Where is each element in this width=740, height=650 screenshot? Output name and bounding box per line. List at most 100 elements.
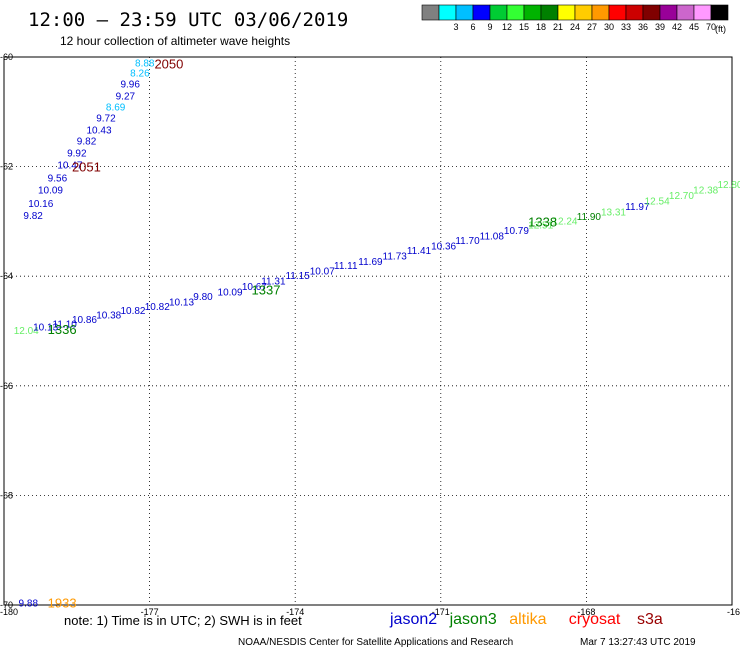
wave-height-label: 10.13 [33, 323, 58, 334]
wave-height-label: 11.31 [261, 277, 286, 288]
wave-height-label: 9.82 [23, 211, 43, 222]
legend-swatch [506, 4, 525, 21]
legend-tick-label: 36 [638, 22, 648, 32]
legend-swatch [421, 4, 440, 21]
wave-height-label: 10.09 [38, 186, 63, 197]
satellite-legend-label: jason2 [389, 611, 437, 628]
legend-swatch [676, 4, 695, 21]
wave-height-labels: 8.888.269.969.278.699.7210.439.829.9210.… [14, 58, 740, 609]
latitude-tick-label: -64 [0, 271, 13, 281]
latitude-tick-labels: -60 -62 -64 -66 -68 -70 [0, 52, 13, 610]
satellite-legend-label: altika [509, 611, 546, 628]
longitude-tick-label: -177 [141, 607, 159, 617]
longitude-tick-label: -16 [727, 607, 740, 617]
legend-unit: (ft) [715, 24, 726, 34]
legend-swatch [574, 4, 593, 21]
pass-time-label: 1338 [528, 214, 557, 229]
legend-swatch [472, 4, 491, 21]
wave-height-label: 10.36 [431, 242, 456, 253]
latitude-tick-label: -66 [0, 381, 13, 391]
pass-time-label: 1336 [48, 322, 77, 337]
wave-height-label: 12.04 [14, 326, 39, 337]
wave-height-label: 9.56 [48, 174, 68, 185]
satellite-legend-label: jason3 [449, 611, 497, 628]
wave-height-label: 10.13 [169, 297, 194, 308]
legend-tick-label: 39 [655, 22, 665, 32]
legend-swatch [710, 4, 729, 21]
wave-height-label: 10.82 [145, 302, 170, 313]
legend-tick-label: 21 [553, 22, 563, 32]
legend-tick-label: 15 [519, 22, 529, 32]
wave-height-label: 10.47 [57, 160, 82, 171]
longitude-tick-labels: -180 -177 -174 -171 -168 -16 [0, 607, 740, 617]
longitude-tick-label: -174 [286, 607, 304, 617]
satellite-legend-label: s3a [637, 611, 663, 628]
wave-height-label: 13.31 [601, 208, 626, 219]
wave-height-label: 9.92 [67, 148, 87, 159]
legend-swatch [438, 4, 457, 21]
latitude-tick-label: -70 [0, 600, 13, 610]
wave-height-label: 12.70 [669, 191, 694, 202]
footer-credit: NOAA/NESDIS Center for Satellite Applica… [238, 637, 513, 648]
legend-swatch [693, 4, 712, 21]
pass-time-label: 1337 [252, 282, 281, 297]
wave-height-label: 10.43 [87, 125, 112, 136]
wave-height-label: 11.97 [625, 202, 650, 213]
wave-height-label: 9.80 [193, 292, 213, 303]
legend-swatch [455, 4, 474, 21]
wave-height-label: 9.88 [19, 598, 39, 609]
legend-swatch [591, 4, 610, 21]
wave-height-label: 11.41 [407, 246, 432, 257]
legend-swatch [557, 4, 576, 21]
wave-height-label: 11.70 [455, 236, 480, 247]
legend-tick-label: 18 [536, 22, 546, 32]
wave-height-label: 10.09 [218, 288, 243, 299]
wave-height-label: 12.24 [552, 216, 577, 227]
footer-note: note: 1) Time is in UTC; 2) SWH is in fe… [64, 613, 302, 628]
wave-height-label: 11.90 [577, 212, 602, 223]
wave-height-label: 12.80 [717, 180, 740, 191]
longitude-tick-label: -180 [0, 607, 18, 617]
latitude-tick-label: -62 [0, 162, 13, 172]
legend-tick-label: 70 [706, 22, 716, 32]
gridlines [4, 57, 732, 605]
legend-tick-label: 45 [689, 22, 699, 32]
legend-tick-label: 30 [604, 22, 614, 32]
color-scale-legend: 3 6 9 12 15 18 21 24 27 30 33 36 39 42 45 70 [421, 4, 729, 32]
legend-tick-label: 42 [672, 22, 682, 32]
pass-time-label: 2051 [72, 160, 101, 175]
wave-height-label: 12.51 [528, 221, 553, 232]
latitude-tick-label: -68 [0, 490, 13, 500]
wave-height-label: 10.16 [28, 199, 53, 210]
plot-frame [3, 56, 733, 606]
map-title: 12:00 – 23:59 UTC 03/06/2019 [28, 9, 348, 31]
wave-height-label: 10.82 [120, 306, 145, 317]
satellite-legend-label: cryosat [569, 611, 621, 628]
wave-height-label: 9.96 [120, 79, 140, 90]
wave-height-label: 10.07 [310, 267, 335, 278]
wave-height-label: 12.54 [645, 197, 670, 208]
wave-height-label: 8.69 [106, 102, 126, 113]
legend-tick-label: 6 [470, 22, 475, 32]
longitude-tick-label: -171 [432, 607, 450, 617]
pass-time-label: 1933 [48, 595, 77, 610]
pass-time-labels: 2050 2051 1336 1337 1338 1933 [48, 57, 557, 611]
legend-swatch [625, 4, 644, 21]
wave-height-label: 10.67 [242, 282, 267, 293]
legend-swatch [523, 4, 542, 21]
longitude-tick-label: -168 [577, 607, 595, 617]
wave-height-label: 9.27 [116, 91, 136, 102]
wave-height-label: 10.79 [504, 226, 529, 237]
wave-height-label: 9.82 [77, 136, 97, 147]
wave-height-label: 11.73 [383, 251, 408, 262]
latitude-tick-label: -60 [0, 52, 13, 62]
wave-height-label: 11.69 [358, 257, 383, 268]
legend-tick-label: 9 [487, 22, 492, 32]
legend-swatch [659, 4, 678, 21]
pass-time-label: 2050 [154, 57, 183, 72]
satellite-legend: jason2 jason3 altika cryosat s3a [389, 611, 663, 628]
legend-tick-label: 27 [587, 22, 597, 32]
wave-height-label: 9.72 [96, 113, 116, 124]
legend-tick-label: 12 [502, 22, 512, 32]
